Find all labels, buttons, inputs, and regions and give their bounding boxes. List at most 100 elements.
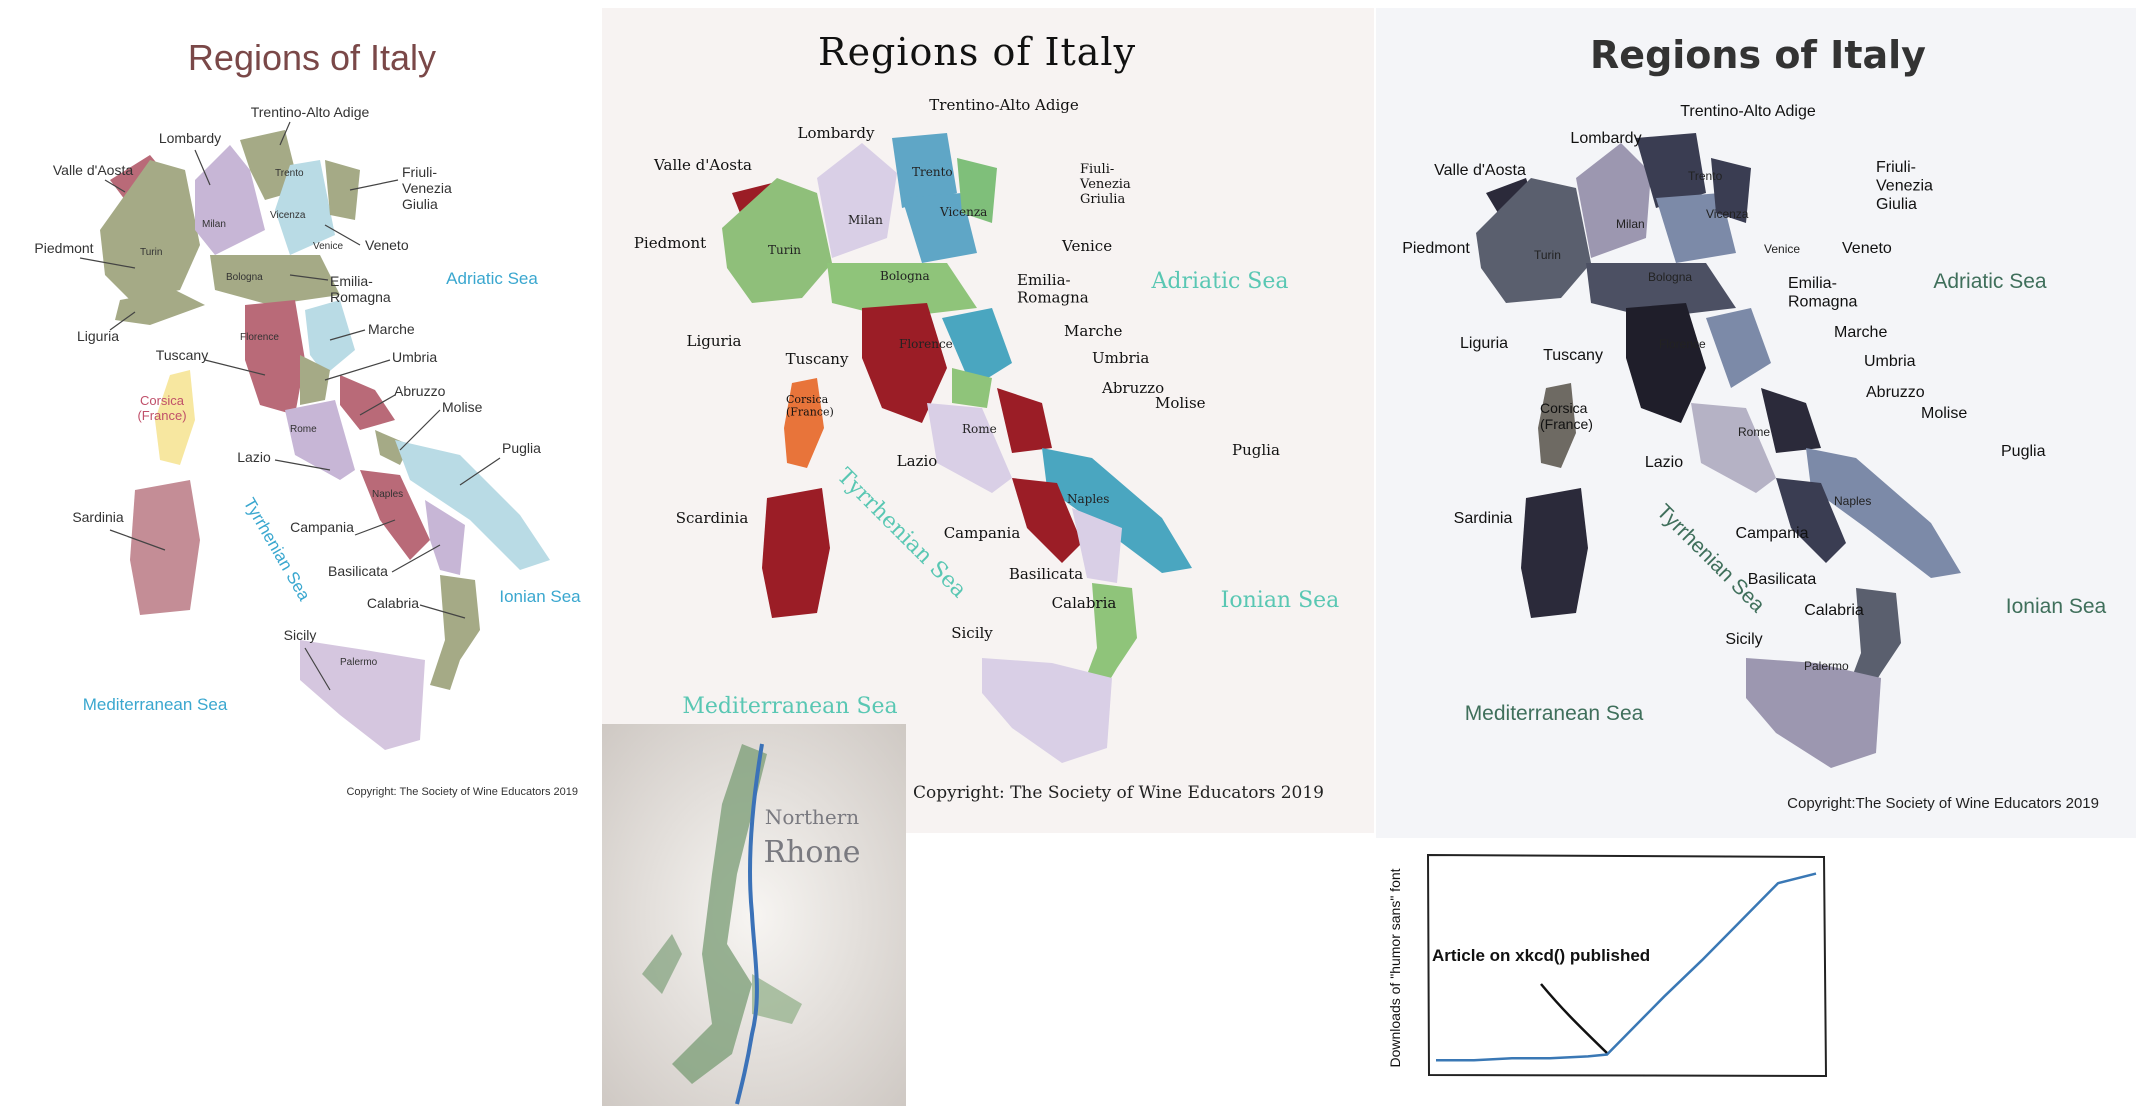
region-shape-puglia — [1806, 448, 1961, 578]
region-label-sicily: Sicily — [284, 627, 317, 643]
rhone-title-line2: Rhone — [763, 835, 860, 870]
region-label-tuscany: Tuscany — [156, 347, 208, 363]
region-shape-sicily — [300, 640, 425, 750]
sea-label-ionian: Ionian Sea — [1221, 588, 1340, 613]
city-label-bologna: Bologna — [1648, 270, 1692, 284]
region-shape-lombardy — [1576, 143, 1651, 258]
region-label-friuli: Fiuli-Venezia Griulia — [1079, 162, 1131, 207]
map-title: Regions of Italy — [818, 30, 1136, 74]
region-label-emilia: Emilia-Romagna — [1017, 271, 1089, 306]
region-label-sardinia: Sardinia — [1454, 510, 1513, 527]
city-label-turin: Turin — [768, 243, 801, 257]
region-label-abruzzo: Abruzzo — [1101, 379, 1164, 397]
region-label-veneto: Veneto — [1842, 240, 1892, 257]
region-shape-corsica — [155, 370, 195, 465]
region-shape-campania — [1776, 478, 1846, 563]
region-label-sicily: Sicily — [951, 624, 993, 642]
region-label-veneto: Veneto — [365, 237, 409, 253]
region-shape-marche — [942, 308, 1012, 388]
region-shape-abruzzo — [1761, 388, 1821, 453]
region-label-sardinia: Scardinia — [676, 509, 749, 527]
city-label-milan: Milan — [1616, 217, 1645, 231]
region-label-molise: Molise — [1155, 394, 1206, 412]
rhone-title-line1: Northern — [765, 805, 859, 829]
city-label-naples: Naples — [1834, 494, 1871, 508]
region-label-piedmont: Piedmont — [634, 234, 706, 252]
city-label-florence: Florence — [240, 332, 279, 343]
map-title: Regions of Italy — [188, 37, 436, 78]
region-shape-lazio — [285, 400, 355, 480]
region-label-molise: Molise — [442, 399, 483, 415]
region-label-trentino: Trentino-Alto Adige — [1680, 103, 1816, 120]
city-label-trento: Trento — [1688, 169, 1723, 183]
region-shape-abruzzo — [997, 388, 1052, 453]
city-label-venice: Venice — [1764, 242, 1800, 256]
city-label-naples: Naples — [1067, 492, 1109, 506]
region-shape-tuscany — [1626, 303, 1706, 423]
city-label-venice: Venice — [313, 241, 343, 252]
y-axis-label: Downloads of "humor sans" font — [1387, 868, 1403, 1067]
region-label-puglia: Puglia — [502, 440, 541, 456]
sea-label-adriatic: Adriatic Sea — [446, 269, 538, 288]
region-label-trentino: Trentino-Alto Adige — [929, 96, 1079, 114]
region-label-lombardy: Lombardy — [797, 124, 875, 142]
region-label-campania: Campania — [944, 524, 1021, 542]
map-panel-sketch: Regions of Italy Trentino-Alto Adige Lom… — [1376, 8, 2136, 838]
region-shape-piedmont — [100, 160, 200, 300]
region-shape-corsica — [784, 378, 824, 468]
region-label-valle: Valle d'Aosta — [1434, 162, 1526, 179]
city-label-milan: Milan — [202, 219, 226, 230]
region-shape-emilia — [210, 255, 340, 305]
region-label-lazio: Lazio — [897, 452, 938, 470]
chart-frame — [1426, 853, 1828, 1078]
city-label-vicenza: Vicenza — [270, 210, 306, 221]
city-label-florence: Florence — [899, 337, 953, 351]
copyright-text: Copyright:The Society of Wine Educators … — [1787, 795, 2099, 812]
region-shape-emilia — [827, 263, 977, 318]
region-shape-sicily — [982, 658, 1112, 763]
region-shape-lombardy — [817, 143, 897, 258]
chart-annotation: Article on xkcd() published — [1432, 946, 1650, 965]
xkcd-chart-panel: Downloads of "humor sans" font Article o… — [1376, 848, 1832, 1088]
region-shape-marche — [1706, 308, 1771, 388]
region-shape-sardinia — [130, 480, 200, 615]
region-shape-basilicata — [1072, 508, 1122, 583]
region-label-lazio: Lazio — [237, 449, 271, 465]
region-shape-sicily — [1746, 658, 1881, 768]
city-label-bologna: Bologna — [880, 269, 930, 283]
sea-label-ionian: Ionian Sea — [2006, 595, 2107, 618]
region-label-lazio: Lazio — [1645, 454, 1683, 471]
city-label-florence: Florence — [1659, 337, 1706, 351]
region-shape-basilicata — [425, 500, 465, 575]
city-label-palermo: Palermo — [340, 657, 378, 668]
annotation-pointer — [1540, 983, 1609, 1055]
city-label-rome: Rome — [1738, 425, 1770, 439]
region-shape-trentino — [892, 133, 957, 208]
vineyard-hills-shape — [672, 744, 767, 1084]
region-label-calabria: Calabria — [1804, 602, 1864, 619]
region-shape-friuli — [1711, 158, 1751, 223]
region-label-valle: Valle d'Aosta — [53, 162, 133, 178]
region-shape-piedmont — [722, 178, 832, 303]
region-shape-calabria — [1082, 583, 1137, 693]
region-shape-campania — [360, 470, 430, 560]
region-label-corsica: Corsica (France) — [137, 393, 186, 423]
map-title: Regions of Italy — [1590, 33, 1926, 77]
map-panel-painted: Regions of Italy Lombardy Trentino-Alto … — [602, 8, 1374, 833]
city-label-trento: Trento — [275, 168, 304, 179]
region-label-umbria: Umbria — [392, 349, 437, 365]
region-label-tuscany: Tuscany — [786, 350, 849, 368]
copyright-text: Copyright: The Society of Wine Educators… — [346, 786, 578, 798]
region-label-liguria: Liguria — [1460, 335, 1508, 352]
vineyard-hills-west — [642, 934, 682, 994]
region-shape-marche — [305, 300, 355, 375]
city-label-bologna: Bologna — [226, 272, 263, 283]
region-shape-emilia — [1586, 263, 1736, 318]
city-label-vicenza: Vicenza — [939, 205, 987, 219]
region-label-piedmont: Piedmont — [34, 240, 93, 256]
series-line-0 — [1436, 872, 1817, 1062]
vineyard-hills-east — [752, 974, 802, 1024]
map-panel-flat: Regions of Italy Trentino-Alto Adige Lom… — [0, 0, 600, 830]
region-shape-piedmont — [1476, 178, 1591, 303]
region-shape-friuli — [325, 160, 360, 220]
